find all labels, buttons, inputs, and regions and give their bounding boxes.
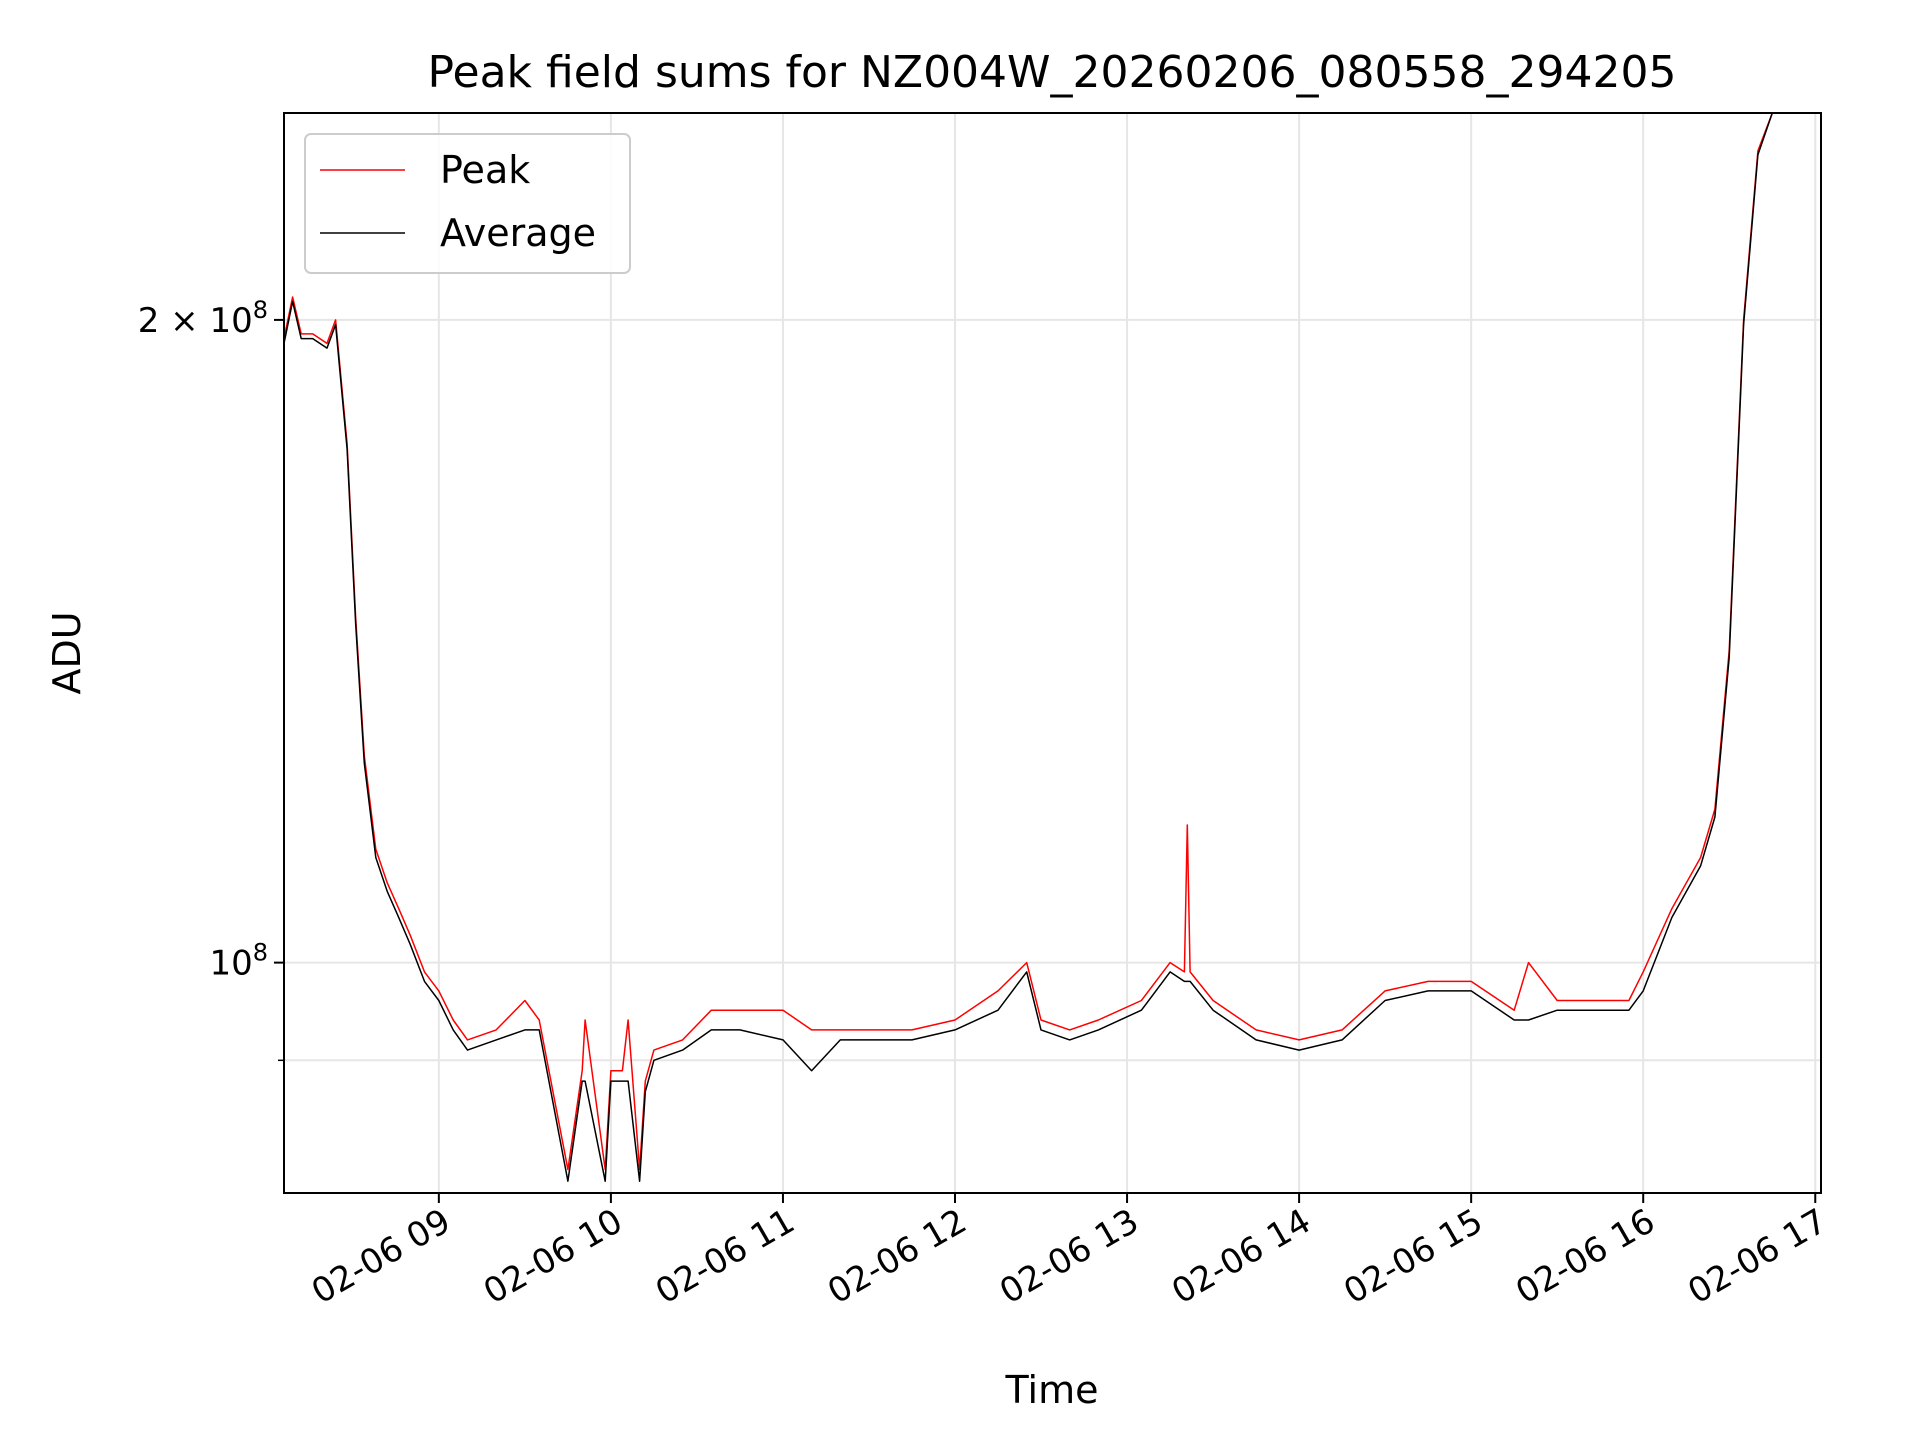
grid [284,113,1821,1193]
x-tick-label: 02-06 13 [993,1201,1145,1312]
y-tick-label: 2 × 108 [138,296,268,341]
x-tick-label: 02-06 11 [649,1201,801,1312]
plot-frame [283,112,1822,1194]
y-axis-label: ADU [45,611,89,694]
x-tick-label: 02-06 15 [1337,1201,1489,1312]
x-tick-label: 02-06 09 [305,1201,457,1312]
y-axis: 108 2 × 108 [138,296,284,1062]
legend-label-average: Average [440,211,596,255]
legend: Peak Average [304,133,631,274]
series-layer [283,112,1801,1182]
x-tick-label: 02-06 10 [477,1201,629,1312]
x-tick-label: 02-06 12 [821,1201,973,1312]
chart-title: Peak field sums for NZ004W_20260206_0805… [428,47,1677,98]
series-line-average [283,112,1801,1182]
series-line-peak [283,112,1801,1171]
x-tick-label: 02-06 16 [1509,1201,1661,1312]
x-axis-label: Time [1005,1368,1099,1412]
legend-box [304,133,631,274]
x-tick-label: 02-06 14 [1165,1201,1317,1312]
x-axis: 02-06 09 02-06 10 02-06 11 02-06 12 02-06 13… [305,1193,1834,1312]
x-tick-label: 02-06 17 [1681,1201,1833,1312]
y-tick-label: 108 [209,939,268,984]
legend-label-peak: Peak [440,148,530,192]
